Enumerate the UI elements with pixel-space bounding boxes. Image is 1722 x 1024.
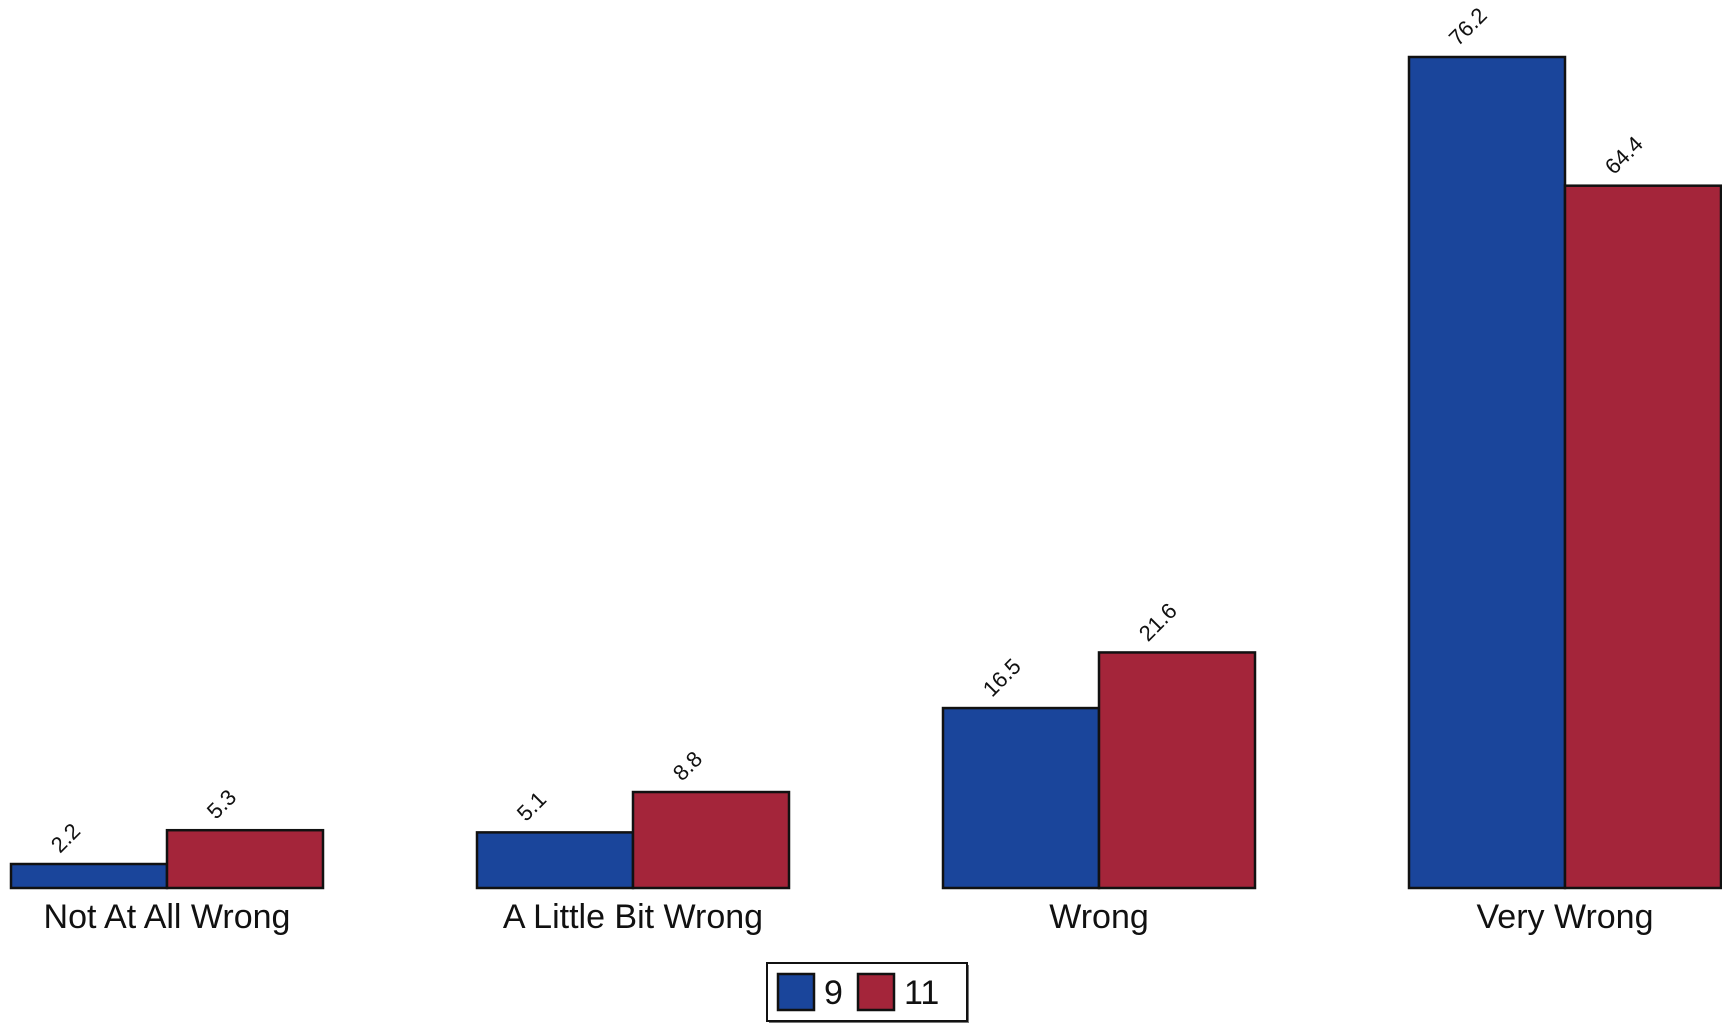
value-label-not-at-all-wrong-series-9: 2.2 [46,818,85,857]
category-label-wrong: Wrong [1049,898,1149,936]
value-label-wrong-series-9: 16.5 [978,654,1026,702]
value-label-not-at-all-wrong-series-11: 5.3 [202,784,241,823]
value-labels-layer: 2.2 5.3 5.1 8.8 16.5 21.6 76.2 64.4 [46,3,1648,858]
value-label-a-little-bit-wrong-series-11: 8.8 [668,746,707,785]
bar-a-little-bit-wrong-series-9 [475,831,635,890]
legend-label-9: 9 [824,974,843,1012]
legend-label-11: 11 [904,974,939,1012]
bar-wrong-series-9 [941,706,1101,890]
category-label-very-wrong: Very Wrong [1476,898,1653,936]
bar-not-at-all-wrong-series-9 [9,862,169,890]
bars-layer [9,55,1722,890]
category-label-not-at-all-wrong: Not At All Wrong [44,898,291,936]
bar-wrong-series-11 [1097,651,1257,890]
value-label-very-wrong-series-9: 76.2 [1444,3,1492,51]
value-label-very-wrong-series-11: 64.4 [1600,131,1648,179]
value-label-wrong-series-11: 21.6 [1134,598,1182,646]
category-labels-layer: Not At All Wrong A Little Bit Wrong Wrong V… [44,898,1654,936]
bar-a-little-bit-wrong-series-11 [631,790,791,890]
legend-swatch-11 [856,972,896,1012]
bar-very-wrong-series-11 [1563,184,1722,890]
bar-not-at-all-wrong-series-11 [165,828,325,890]
value-label-a-little-bit-wrong-series-9: 5.1 [512,787,551,826]
bar-very-wrong-series-9 [1407,55,1567,890]
category-label-a-little-bit-wrong: A Little Bit Wrong [503,898,763,936]
legend-swatch-9 [776,972,816,1012]
legend: 9 11 [766,962,969,1023]
